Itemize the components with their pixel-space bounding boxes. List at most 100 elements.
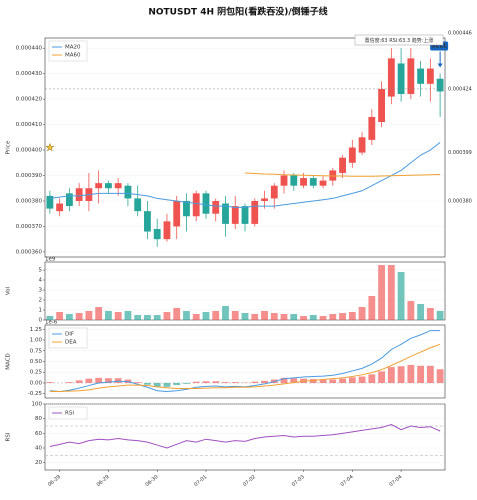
y-axis-label: RSI	[6, 432, 12, 441]
macd-bar	[280, 377, 288, 383]
y-tick-label: 80	[35, 416, 42, 422]
candle-body	[426, 68, 434, 84]
y-tick-label: 3	[39, 288, 43, 294]
macd-bar	[231, 382, 239, 383]
info-box	[354, 34, 444, 46]
y-tick-label: 0.000370	[16, 224, 43, 230]
x-tick-label: 07-02	[242, 474, 257, 488]
macd-bar	[134, 382, 142, 383]
volume-bar	[95, 307, 103, 320]
macd-bar	[144, 382, 151, 385]
y-tick-label: 1.25	[30, 327, 43, 333]
volume-bar	[329, 314, 337, 320]
candle-body	[124, 185, 132, 199]
panel-frame	[44, 403, 446, 471]
volume-bar	[241, 313, 249, 320]
y-tick-label: 1.00	[30, 338, 43, 344]
level-label: 0.000446	[448, 30, 472, 36]
y-tick-label: 40	[35, 446, 42, 452]
y-tick-label: 1	[39, 308, 43, 314]
candle-body	[173, 200, 181, 227]
volume-bar	[436, 311, 444, 320]
macd-bar	[407, 364, 415, 383]
volume-bar	[358, 307, 366, 320]
volume-bar	[85, 311, 93, 320]
volume-bar	[319, 316, 327, 320]
y-tick-label: 0.000410	[16, 122, 43, 128]
volume-bar	[348, 312, 356, 320]
legend-label: DIF	[65, 332, 74, 338]
volume-bar	[300, 316, 307, 320]
legend-label: DEA	[65, 340, 77, 346]
candle-body	[75, 188, 83, 201]
pattern-marker	[45, 142, 55, 152]
y-tick-label: 0.000390	[16, 173, 43, 179]
volume-bar	[290, 314, 298, 320]
macd-bar	[417, 365, 425, 383]
volume-bar	[46, 316, 54, 320]
volume-bar	[75, 313, 83, 320]
macd-bar	[192, 381, 200, 383]
volume-bar	[212, 311, 220, 320]
volume-bar	[202, 312, 210, 320]
x-tick-label: 06-29	[47, 474, 62, 488]
macd-bar	[329, 379, 337, 383]
candle-body	[231, 206, 239, 224]
candle-body	[417, 68, 425, 84]
y-tick-label: 0.50	[30, 359, 43, 365]
volume-bar	[251, 314, 259, 320]
macd-bar	[183, 382, 190, 384]
macd-bar	[368, 374, 376, 383]
candle-body	[251, 200, 259, 224]
candle-body	[95, 183, 103, 189]
y-axis-label: MACD	[6, 353, 12, 370]
candle-body	[368, 116, 376, 140]
macd-bar	[163, 382, 171, 387]
volume-bar	[192, 314, 200, 320]
legend-label: RSI	[65, 411, 74, 417]
y-axis-label: Price	[6, 140, 12, 154]
volume-bar	[56, 312, 64, 320]
candle-body	[241, 206, 249, 224]
legend-label: MA60	[65, 53, 81, 59]
macd-bar	[358, 376, 366, 383]
y-axis-label: Vol	[6, 286, 12, 295]
macd-bar	[426, 365, 434, 383]
candle-body	[309, 178, 317, 186]
candle-body	[144, 211, 151, 232]
info-text: 置信度:63 RSI:63.3 趋势:上涨	[365, 37, 434, 44]
y-tick-label: 0.000420	[16, 97, 43, 103]
y-tick-label: 5	[39, 268, 43, 274]
macd-bar	[85, 378, 93, 383]
candle-body	[56, 203, 64, 212]
volume-bar	[231, 311, 239, 320]
macd-bar	[290, 378, 298, 383]
signal-label: SELL	[431, 42, 447, 49]
y-tick-label: 20	[35, 460, 42, 466]
candle-body	[46, 195, 54, 209]
y-tick-label: 0.000430	[16, 71, 43, 77]
volume-bar	[426, 308, 434, 320]
volume-bar	[387, 265, 395, 320]
x-tick-label: 07-04	[388, 474, 403, 488]
macd-bar	[222, 382, 229, 383]
candle-body	[387, 58, 395, 97]
volume-bar	[407, 301, 415, 320]
volume-bar	[65, 314, 73, 320]
volume-bar	[280, 314, 288, 320]
candle-body	[192, 193, 200, 217]
volume-bar	[417, 304, 425, 320]
y-tick-label: 100	[32, 402, 43, 408]
macd-bar	[153, 382, 161, 387]
y-tick-label: 0.75	[30, 348, 43, 354]
candle-body	[397, 63, 405, 95]
volume-bar	[368, 296, 376, 320]
y-tick-label: 0.000440	[16, 46, 43, 52]
y-tick-label: 4	[39, 278, 43, 284]
volume-bar	[124, 311, 132, 320]
candle-body	[212, 200, 220, 214]
y-tick-label: 0	[39, 318, 43, 324]
series-line	[49, 142, 441, 208]
x-tick-label: 07-03	[291, 474, 306, 488]
candle-body	[329, 170, 337, 181]
